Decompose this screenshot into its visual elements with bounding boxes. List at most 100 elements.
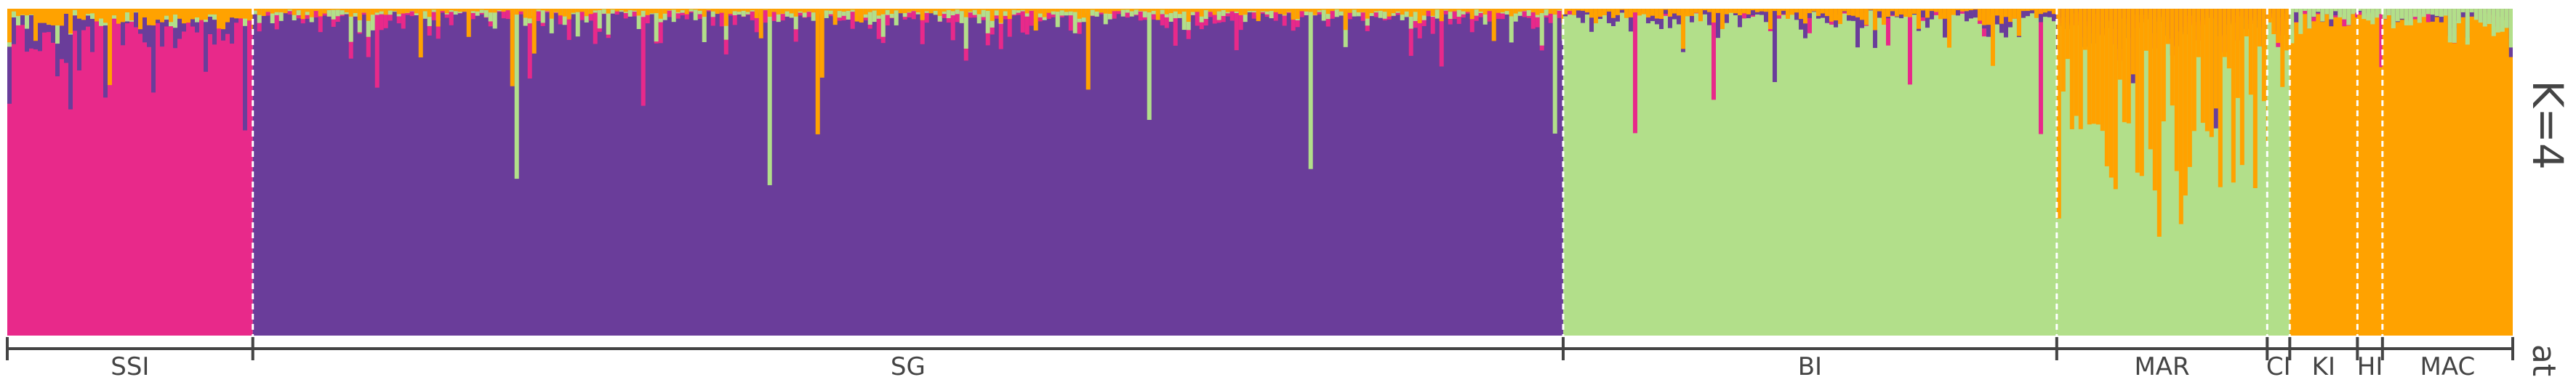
individual-strip [1724, 9, 1729, 23]
individual-strip [1938, 9, 1943, 20]
individual-strip [1491, 9, 1496, 41]
individual-strip [2021, 9, 2026, 12]
individual-strip [1443, 9, 1448, 15]
individual-strip [1741, 9, 1746, 14]
individual-strip [47, 9, 51, 25]
individual-strip [68, 9, 73, 34]
individual-strip [379, 9, 384, 15]
individual-strip [55, 9, 60, 44]
individual-strip [143, 9, 147, 17]
individual-strip [305, 9, 310, 12]
individual-strip [841, 9, 846, 16]
individual-strip [1981, 9, 1986, 25]
individual-strip [1530, 9, 1536, 12]
individual-strip [2495, 9, 2500, 33]
individual-strip [575, 9, 580, 12]
individual-strip [2333, 9, 2338, 16]
individual-strip [1099, 9, 1104, 13]
individual-strip [606, 9, 611, 35]
individual-strip [2303, 9, 2308, 11]
individual-strip [846, 9, 851, 12]
individual-strip [1990, 9, 1995, 66]
individual-strip [1589, 9, 1594, 18]
individual-strip [514, 9, 519, 15]
individual-strip [1672, 9, 1677, 14]
individual-strip [811, 9, 816, 13]
individual-strip [1426, 9, 1431, 11]
individual-strip [1251, 9, 1256, 19]
individual-strip [479, 9, 484, 13]
individual-strip [1482, 9, 1488, 25]
individual-strip [1173, 9, 1178, 19]
individual-strip [2366, 9, 2371, 21]
individual-strip [300, 9, 305, 20]
individual-strip [1007, 9, 1012, 37]
individual-strip [902, 9, 907, 14]
individual-strip [763, 9, 768, 10]
individual-strip [357, 9, 362, 33]
individual-strip [1999, 9, 2004, 24]
individual-strip [1408, 9, 1413, 17]
individual-strip [2069, 9, 2074, 129]
individual-strip [1177, 9, 1182, 15]
individual-strip [1277, 9, 1283, 15]
individual-strip [99, 9, 103, 19]
individual-strip [1216, 9, 1221, 20]
population-label-mar: MAR [2134, 352, 2189, 377]
individual-strip [1802, 9, 1807, 24]
individual-strip [710, 9, 715, 26]
individual-strip [955, 9, 960, 15]
individual-strip [1243, 9, 1248, 23]
individual-strip [518, 9, 523, 15]
individual-strip [1925, 9, 1930, 18]
individual-strip [2012, 9, 2017, 19]
individual-strip [2025, 9, 2030, 17]
individual-strip [25, 9, 29, 52]
individual-strip [326, 9, 332, 17]
individual-strip [177, 9, 182, 39]
individual-strip [2148, 9, 2153, 150]
individual-strip [2122, 9, 2127, 123]
individual-strip [2508, 9, 2513, 48]
individual-strip [20, 9, 25, 15]
individual-strip [2108, 9, 2114, 178]
individual-strip [2425, 9, 2431, 23]
individual-strip [1461, 9, 1466, 15]
individual-strip [2025, 9, 2030, 12]
individual-strip [1645, 9, 1650, 18]
individual-strip [1994, 9, 1999, 16]
individual-strip [1003, 9, 1008, 16]
individual-strip [418, 9, 423, 58]
individual-strip [1798, 9, 1803, 20]
individual-strip [1020, 9, 1025, 10]
individual-strip [588, 9, 593, 15]
individual-strip [1789, 9, 1794, 15]
individual-strip [510, 9, 515, 86]
individual-strip [1029, 9, 1034, 26]
individual-strip [2421, 9, 2426, 17]
individual-strip [1724, 9, 1729, 15]
individual-strip [125, 9, 129, 13]
individual-strip [1562, 9, 1568, 15]
individual-strip [247, 9, 252, 21]
individual-strip [1469, 9, 1474, 20]
individual-strip [436, 9, 441, 27]
individual-strip [614, 9, 619, 12]
individual-strip [1850, 9, 1855, 16]
individual-strip [2065, 9, 2070, 60]
individual-strip [326, 9, 332, 10]
individual-strip [1203, 9, 1208, 11]
individual-strip [1312, 9, 1317, 15]
individual-strip [540, 9, 545, 23]
individual-strip [1557, 9, 1562, 10]
individual-strip [771, 9, 777, 21]
individual-strip [42, 9, 47, 23]
individual-strip [1526, 9, 1531, 11]
individual-strip [719, 9, 724, 27]
individual-strip [383, 9, 388, 28]
individual-strip [981, 9, 986, 10]
population-label-ki: KI [2312, 352, 2335, 377]
individual-strip [767, 9, 772, 185]
individual-strip [1400, 9, 1405, 15]
individual-strip [732, 9, 737, 25]
